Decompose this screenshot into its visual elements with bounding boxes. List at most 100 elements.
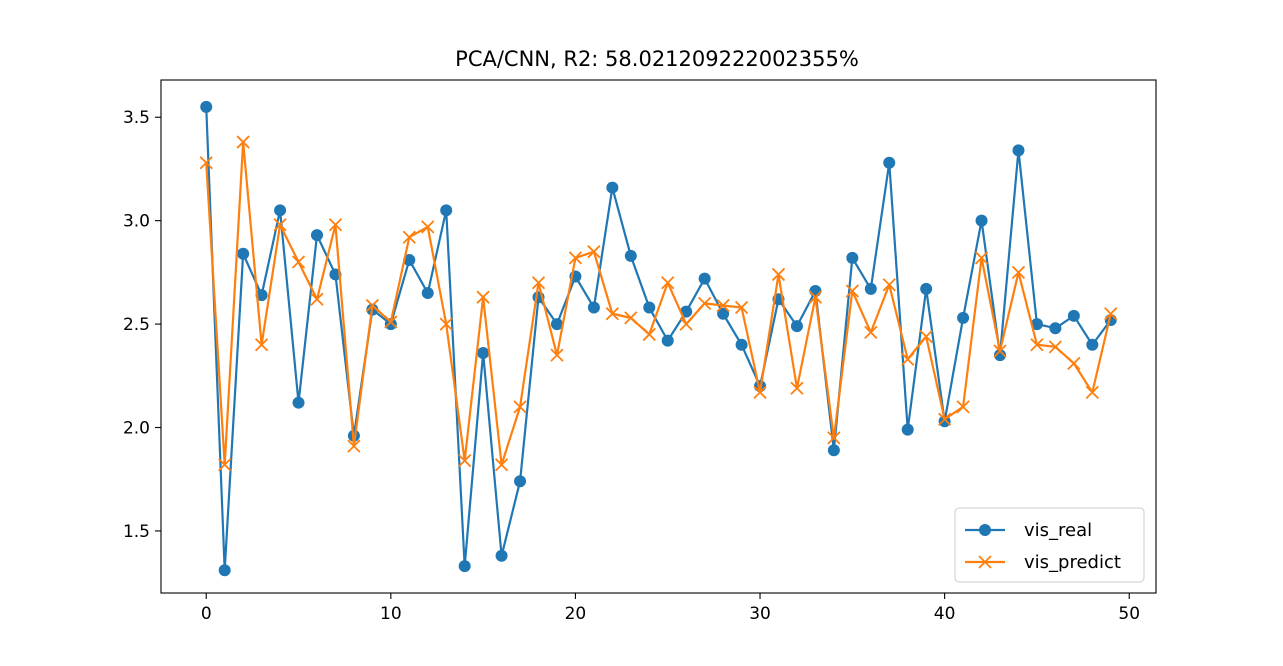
data-point-vis-real (292, 396, 305, 409)
legend-label-vis-predict: vis_predict (1024, 552, 1121, 573)
data-point-vis-real (883, 156, 896, 169)
data-point-vis-predict (679, 317, 693, 331)
data-point-vis-predict (919, 329, 933, 344)
data-point-vis-predict (458, 453, 472, 468)
data-point-vis-predict (698, 296, 712, 311)
data-point-vis-real (643, 301, 656, 314)
legend-label-vis-real: vis_real (1024, 520, 1092, 541)
legend: vis_real vis_predict (954, 507, 1145, 583)
data-point-vis-predict (864, 325, 878, 339)
data-point-vis-predict (439, 317, 453, 331)
data-point-vis-predict (661, 276, 675, 290)
legend-marker-vis-real (979, 524, 991, 536)
data-point-vis-predict (882, 278, 896, 292)
data-point-vis-real (994, 349, 1007, 362)
data-point-vis-predict (1085, 385, 1099, 399)
data-point-vis-real (421, 287, 434, 300)
plot-frame (160, 79, 1157, 594)
data-point-vis-real (237, 247, 250, 260)
data-point-vis-real (1086, 338, 1099, 351)
data-point-vis-predict (254, 338, 269, 352)
data-point-vis-real (975, 214, 988, 227)
data-point-vis-real (809, 284, 822, 297)
y-tick-label: 2.0 (123, 419, 150, 439)
data-point-vis-predict (790, 381, 804, 395)
data-point-vis-real (440, 204, 453, 217)
data-point-vis-predict (328, 218, 343, 232)
axes-layer: 0 10 20 30 40 50 1.5 2.0 2.5 3.0 3.5 (123, 108, 1140, 624)
data-point-vis-predict (513, 400, 527, 414)
data-point-vis-real (274, 204, 287, 217)
data-point-vis-real (957, 311, 970, 324)
data-point-vis-predict (199, 156, 213, 170)
y-tick-label: 3.5 (123, 108, 150, 128)
data-point-vis-predict (753, 385, 767, 399)
data-point-vis-predict (605, 307, 619, 321)
legend-marker-vis-predict (978, 555, 992, 569)
data-point-vis-predict (1011, 265, 1026, 280)
y-tick-label: 3.0 (123, 212, 150, 232)
data-point-vis-real (255, 289, 268, 302)
data-point-vis-real (901, 423, 914, 436)
data-point-vis-predict (384, 315, 398, 329)
data-point-vis-predict (624, 311, 638, 325)
data-point-vis-predict (1030, 338, 1044, 352)
y-tick-label: 2.5 (123, 315, 150, 335)
x-tick-label: 50 (1118, 604, 1140, 624)
x-tick-label: 10 (380, 604, 402, 624)
data-point-vis-real (864, 282, 877, 295)
data-point-vis-real (587, 301, 600, 314)
data-point-vis-real (1049, 322, 1062, 335)
data-point-vis-predict (236, 135, 250, 149)
data-point-vis-predict (494, 458, 509, 472)
data-point-vis-real (846, 251, 859, 264)
data-point-vis-predict (310, 292, 324, 306)
data-point-vis-real (458, 560, 471, 573)
x-tick-label: 0 (201, 604, 212, 624)
data-point-vis-real (735, 338, 748, 351)
data-point-vis-predict (1048, 340, 1063, 354)
data-point-vis-real (403, 253, 416, 266)
data-point-vis-predict (550, 348, 564, 362)
data-point-vis-predict (587, 245, 601, 259)
data-point-vis-predict (716, 298, 730, 313)
data-point-vis-real (514, 475, 527, 488)
chart-title: PCA/CNN, R2: 58.021209222002355% (455, 47, 859, 71)
data-point-vis-predict (808, 290, 823, 304)
data-point-vis-real (624, 249, 637, 262)
data-point-vis-predict (421, 220, 435, 234)
data-point-vis-predict (291, 255, 306, 269)
data-point-vis-real (698, 272, 711, 285)
data-point-vis-predict (218, 458, 232, 472)
data-point-vis-predict (734, 300, 749, 315)
data-point-vis-real (790, 320, 803, 333)
legend-box (954, 507, 1145, 583)
data-point-vis-predict (993, 344, 1007, 358)
data-point-vis-predict (347, 439, 361, 453)
data-point-vis-real (920, 282, 933, 295)
data-point-vis-predict (956, 400, 970, 414)
series-vis-predict (199, 135, 1118, 472)
data-point-vis-real (218, 564, 231, 577)
data-point-vis-predict (827, 431, 841, 445)
x-tick-label: 40 (934, 604, 956, 624)
data-point-vis-predict (937, 412, 952, 426)
data-point-vis-predict (365, 298, 380, 313)
data-point-vis-real (827, 444, 840, 457)
data-point-vis-predict (1067, 356, 1081, 371)
series-layer (199, 100, 1118, 577)
y-tick-label: 1.5 (123, 522, 150, 542)
data-point-vis-predict (273, 218, 287, 232)
data-point-vis-real (495, 549, 508, 562)
data-point-vis-real (1067, 309, 1080, 322)
data-point-vis-predict (402, 230, 416, 244)
data-point-vis-predict (901, 352, 915, 366)
data-point-vis-predict (1104, 307, 1118, 321)
data-point-vis-predict (845, 284, 859, 298)
x-tick-label: 20 (565, 604, 587, 624)
data-point-vis-predict (642, 327, 656, 342)
data-point-vis-real (661, 334, 674, 347)
data-point-vis-predict (568, 251, 583, 265)
data-point-vis-real (200, 100, 213, 113)
